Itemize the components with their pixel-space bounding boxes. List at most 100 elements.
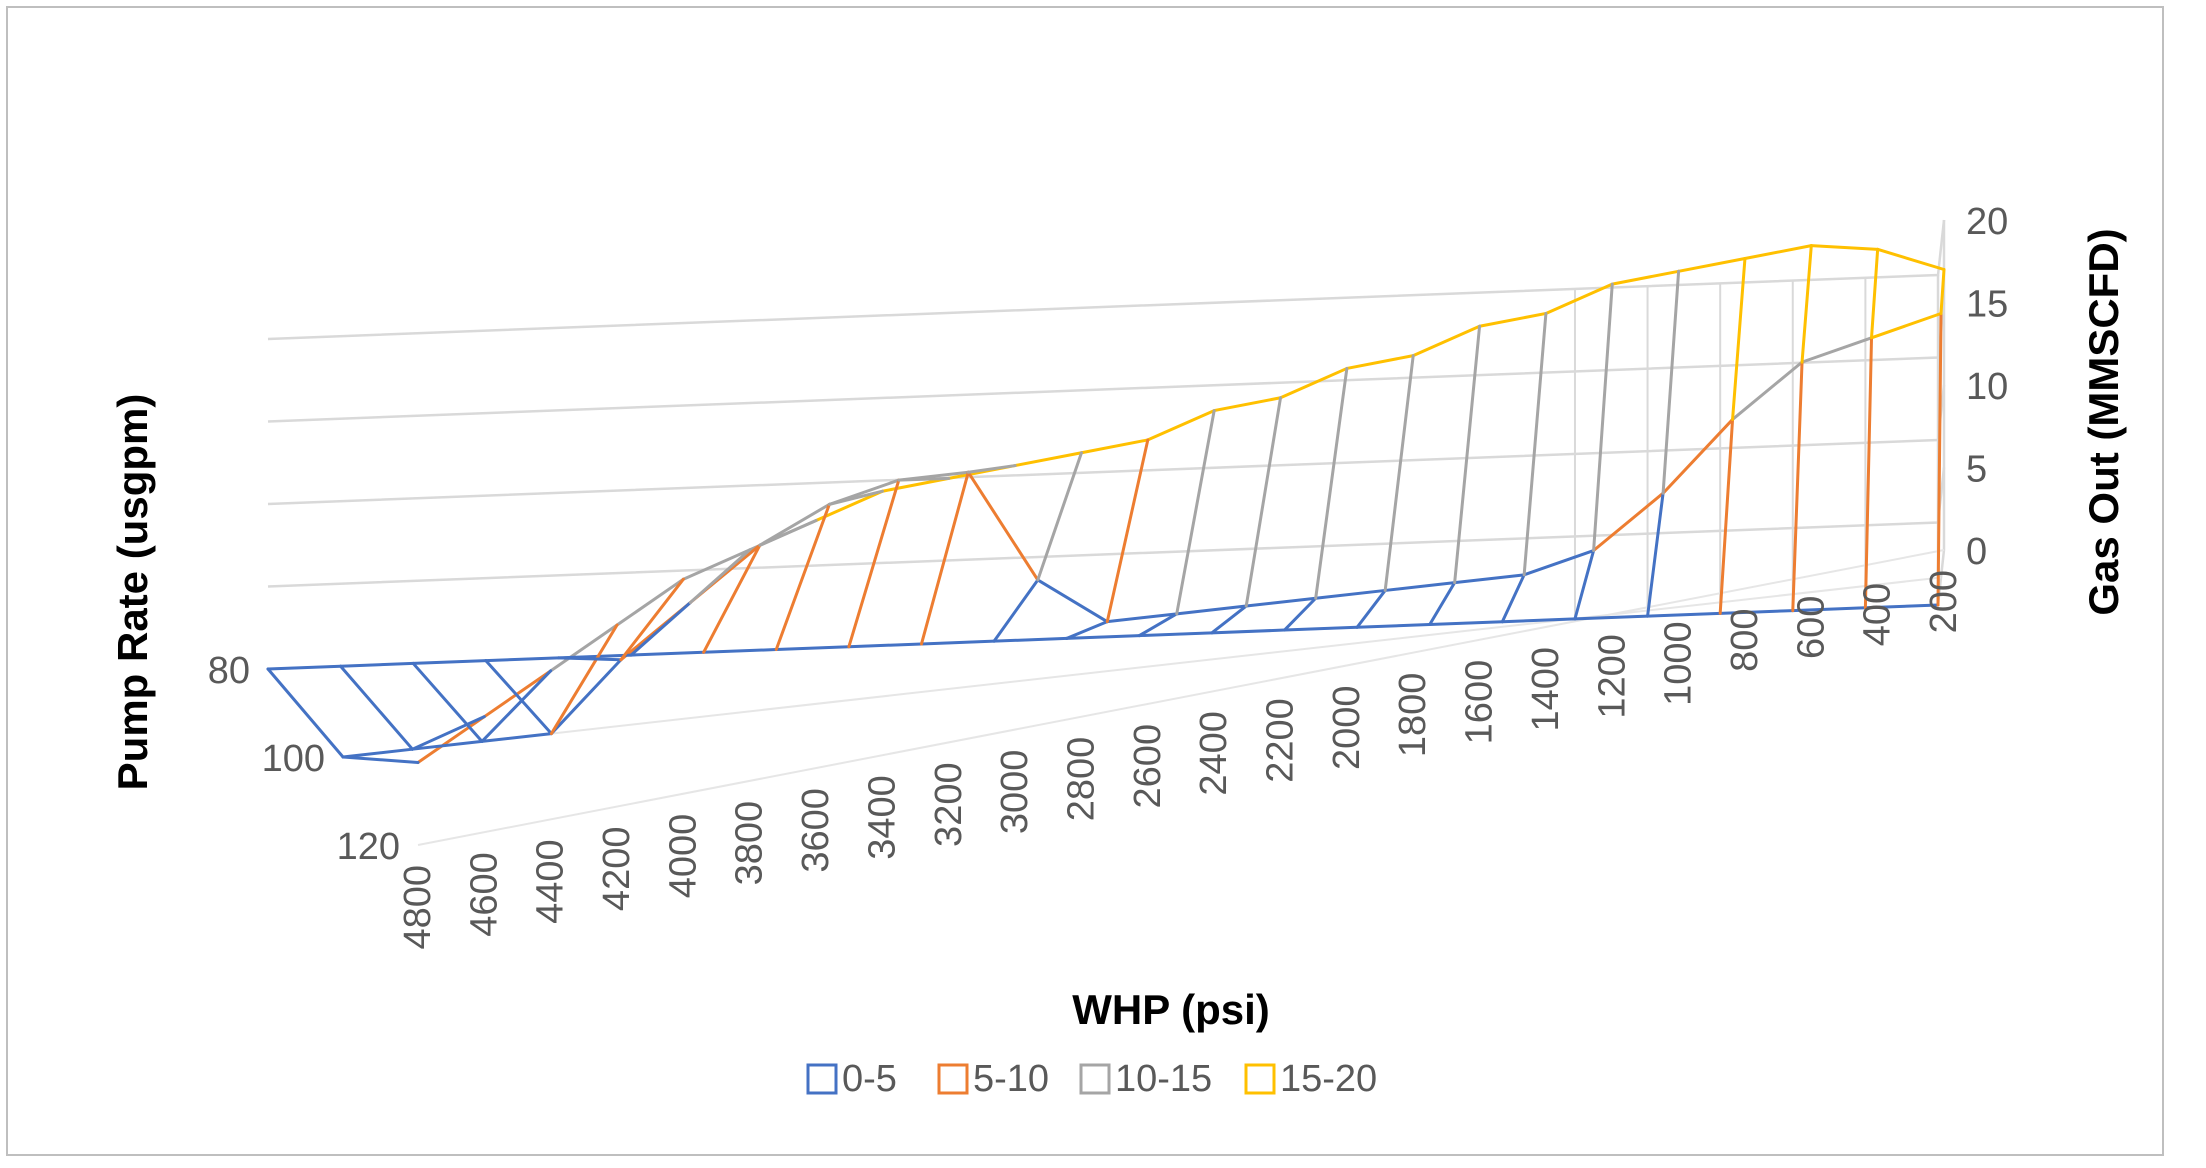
surface-segment bbox=[549, 623, 619, 736]
surface-segment bbox=[1314, 366, 1349, 600]
wall-gridline bbox=[267, 384, 1946, 506]
legend-swatch bbox=[937, 1063, 969, 1095]
surface-segment bbox=[1592, 491, 1665, 553]
surface-segment bbox=[992, 636, 1069, 643]
surface-segment bbox=[1013, 451, 1083, 468]
surface-segment bbox=[1876, 247, 1946, 271]
surface-segment bbox=[1573, 549, 1596, 621]
surface-chart: 4800 4600 4400 4200 4000 3800 3600 3400 3200 3000… bbox=[109, 201, 2127, 1100]
surface-segment bbox=[341, 755, 420, 764]
x-tick-label: 1800 bbox=[1392, 673, 1434, 758]
surface-segment bbox=[1592, 282, 1614, 553]
surface-segment bbox=[814, 489, 884, 523]
legend-swatch bbox=[1244, 1063, 1276, 1095]
surface-segment bbox=[1661, 269, 1681, 495]
surface-segment bbox=[1500, 573, 1526, 624]
surface-segment bbox=[549, 658, 623, 736]
surface-segment bbox=[410, 739, 484, 751]
surface-segment bbox=[847, 478, 901, 649]
surface-segment bbox=[1453, 573, 1526, 585]
surface-segment bbox=[629, 600, 692, 657]
surface-segment bbox=[619, 577, 685, 662]
surface-segment bbox=[411, 661, 484, 743]
floor-gridline bbox=[417, 549, 1945, 846]
surface-segment bbox=[1573, 614, 1650, 621]
surface-segment bbox=[758, 519, 818, 547]
surface-segment bbox=[480, 669, 553, 743]
y-axis-title: Pump Rate (usgpm) bbox=[109, 394, 156, 791]
surface-segment bbox=[1105, 438, 1150, 624]
surface-segment bbox=[992, 578, 1040, 643]
surface-segment bbox=[966, 464, 1017, 474]
y-tick-label: 80 bbox=[208, 650, 250, 692]
legend: 0-5 5-10 10-15 15-20 bbox=[806, 1058, 1377, 1100]
x-tick-label: 3000 bbox=[994, 750, 1036, 835]
surface-segment bbox=[549, 623, 619, 673]
x-tick-label: 3400 bbox=[861, 775, 903, 860]
surface-segment bbox=[266, 667, 345, 759]
surface-segment bbox=[1870, 247, 1880, 340]
surface-segment bbox=[1355, 622, 1432, 629]
wall-gridline bbox=[267, 302, 1946, 423]
surface-segment bbox=[1175, 604, 1248, 616]
surface-segment bbox=[1355, 588, 1387, 629]
surface-segment bbox=[1936, 312, 1943, 607]
surface-segment bbox=[1345, 354, 1415, 370]
legend-label: 10-15 bbox=[1115, 1058, 1212, 1100]
surface-segment bbox=[1718, 609, 1795, 615]
surface-segment bbox=[774, 502, 831, 652]
x-tick-label: 2800 bbox=[1060, 737, 1102, 822]
legend-label: 0-5 bbox=[842, 1058, 897, 1100]
floor-gridline bbox=[342, 576, 1942, 758]
surface-segment bbox=[1079, 438, 1150, 455]
surface-segment bbox=[1065, 634, 1141, 640]
surface-segment bbox=[1522, 311, 1548, 577]
legend-label: 15-20 bbox=[1280, 1058, 1377, 1100]
surface-segment bbox=[1210, 604, 1248, 635]
surface-segment bbox=[1677, 256, 1747, 273]
surface-segment bbox=[1428, 581, 1457, 626]
y-tick-label: 120 bbox=[337, 826, 400, 868]
x-tick-label: 1000 bbox=[1658, 621, 1700, 706]
surface-segment bbox=[615, 577, 685, 627]
surface-segment bbox=[1283, 596, 1318, 632]
z-tick-label: 10 bbox=[1966, 366, 2008, 408]
surface-segment bbox=[1718, 417, 1735, 615]
surface-segment bbox=[1646, 611, 1722, 618]
x-tick-label: 2600 bbox=[1127, 724, 1169, 809]
surface-segment bbox=[681, 548, 752, 581]
surface-segment bbox=[1522, 549, 1596, 577]
surface-segment bbox=[1731, 256, 1747, 421]
surface-segment bbox=[1279, 366, 1349, 400]
surface-segment bbox=[339, 664, 414, 751]
chart-frame: 4800 4600 4400 4200 4000 3800 3600 3400 3200 3000… bbox=[6, 6, 2164, 1156]
surface-segment bbox=[1137, 612, 1179, 638]
legend-label: 5-10 bbox=[973, 1058, 1049, 1100]
z-axis-title: Gas Out (MMSCFD) bbox=[2080, 228, 2127, 615]
z-tick-label: 20 bbox=[1966, 201, 2008, 243]
surface-segment bbox=[1212, 396, 1283, 413]
surface-segment bbox=[484, 656, 560, 663]
surface-segment bbox=[410, 715, 486, 751]
surface-segment bbox=[1863, 603, 1940, 610]
x-tick-label: 400 bbox=[1857, 583, 1899, 646]
x-tick-label: 600 bbox=[1790, 596, 1832, 659]
wall-gridline bbox=[267, 219, 1946, 341]
surface-segment bbox=[774, 645, 851, 652]
surface-segment bbox=[1383, 581, 1457, 592]
surface-segment bbox=[1105, 612, 1179, 624]
surface-segment bbox=[556, 656, 623, 662]
z-tick-label: 5 bbox=[1966, 449, 1987, 491]
surface-segment bbox=[1731, 360, 1804, 421]
y-tick-label: 100 bbox=[262, 738, 325, 780]
surface-segment bbox=[416, 715, 486, 764]
surface-segment bbox=[1544, 282, 1614, 315]
surface-segment bbox=[1610, 269, 1681, 286]
x-tick-label: 200 bbox=[1923, 570, 1965, 633]
surface-segment bbox=[1210, 628, 1287, 635]
wall-gridline bbox=[267, 467, 1946, 588]
surface-segment bbox=[484, 659, 553, 736]
surface-segment bbox=[341, 747, 414, 759]
x-tick-label: 4600 bbox=[463, 852, 505, 937]
surface-segment bbox=[1036, 578, 1109, 624]
